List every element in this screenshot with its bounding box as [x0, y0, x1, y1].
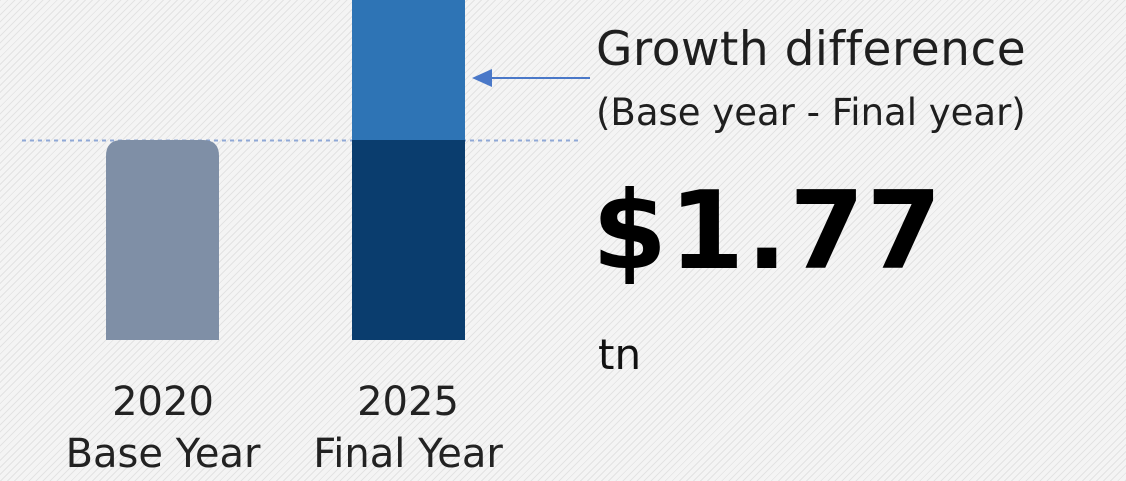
growth-difference-value: $1.77 [592, 169, 944, 294]
category-label-2025-year: 2025 [357, 379, 459, 425]
bar-2025-growth-portion [352, 0, 465, 140]
growth-difference-title: Growth difference [596, 22, 1027, 77]
category-label-2025-name: Final Year [313, 431, 503, 477]
bar-2025-base-portion [352, 140, 465, 340]
category-label-2020-name: Base Year [65, 431, 261, 477]
growth-difference-subtitle: (Base year - Final year) [596, 91, 1026, 134]
bar-2020 [106, 140, 219, 340]
arrow-head [472, 69, 492, 87]
growth-difference-unit: tn [598, 330, 642, 379]
category-label-2020-year: 2020 [112, 379, 214, 425]
